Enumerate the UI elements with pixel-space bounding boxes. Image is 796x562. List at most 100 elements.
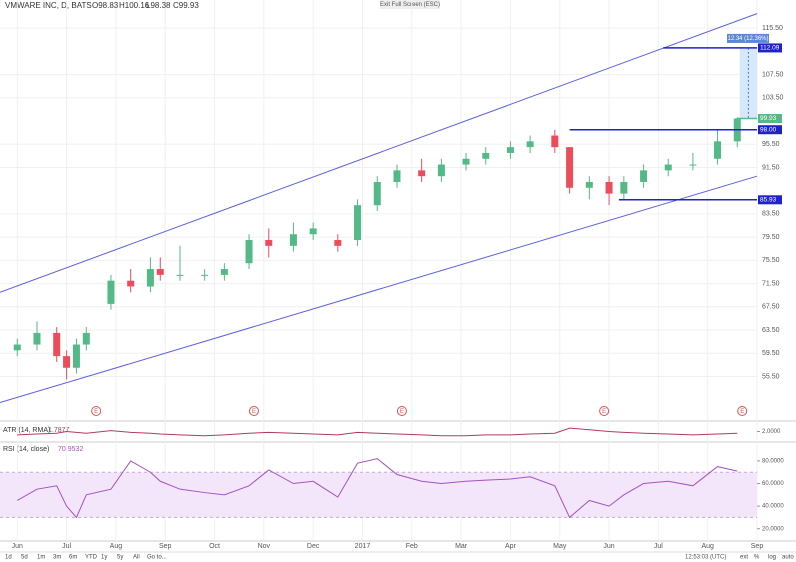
candle-body bbox=[506, 147, 514, 153]
x-tick-label: Oct bbox=[209, 543, 220, 550]
exit-button[interactable] bbox=[380, 0, 440, 9]
candle-body bbox=[289, 234, 297, 246]
candle-body bbox=[437, 164, 445, 177]
forecast-label-bg bbox=[727, 33, 769, 43]
candle-body bbox=[63, 356, 71, 368]
candle-body bbox=[33, 332, 41, 345]
y-tick-label: 91.50 bbox=[762, 164, 780, 171]
candle-body bbox=[462, 158, 470, 165]
range-button[interactable]: 6m bbox=[69, 555, 77, 561]
x-tick-label: May bbox=[553, 543, 567, 550]
x-tick-label: Jun bbox=[12, 543, 23, 550]
price-marker-label: 112.09 bbox=[760, 45, 780, 52]
earnings-marker bbox=[91, 406, 102, 416]
earnings-icon: E bbox=[252, 409, 256, 415]
indicator-line bbox=[17, 458, 738, 519]
earnings-marker bbox=[248, 406, 259, 416]
trendline bbox=[0, 175, 758, 404]
scale-option[interactable]: % bbox=[754, 555, 760, 561]
price-marker-label: 98.00 bbox=[760, 126, 777, 133]
candle-body bbox=[201, 274, 209, 276]
candle-body bbox=[53, 332, 61, 357]
candle-body bbox=[714, 141, 722, 159]
rsi-title: RSI (14, close) bbox=[3, 446, 49, 453]
y-tick-label: 79.50 bbox=[762, 234, 780, 241]
ohlc-legend: L98.38 bbox=[146, 1, 171, 10]
price-marker-label: 85.93 bbox=[760, 197, 777, 204]
x-tick-label: Nov bbox=[258, 543, 271, 550]
candle-body bbox=[585, 181, 593, 188]
earnings-marker bbox=[737, 406, 748, 416]
price-marker-label: 99.93 bbox=[760, 115, 777, 122]
y-tick-label: 95.50 bbox=[762, 141, 780, 148]
candle-body bbox=[245, 240, 253, 264]
y-tick-label: 71.50 bbox=[762, 280, 780, 287]
x-tick-label: Dec bbox=[307, 543, 320, 550]
price-marker bbox=[758, 43, 782, 53]
rsi-band bbox=[0, 472, 757, 518]
candle-body bbox=[156, 269, 164, 275]
candle-body bbox=[640, 170, 648, 182]
range-button[interactable]: 1d bbox=[5, 555, 12, 561]
price-marker bbox=[758, 195, 782, 205]
candle-body bbox=[551, 135, 559, 148]
ohlc-legend: C99.93 bbox=[173, 1, 199, 10]
chart-title: VMWARE INC, D, BATS bbox=[5, 1, 92, 10]
range-button[interactable]: 1m bbox=[37, 555, 45, 561]
range-button[interactable]: YTD bbox=[85, 555, 98, 561]
candle-body bbox=[393, 170, 401, 182]
trendline bbox=[0, 13, 758, 293]
x-tick-label: Sep bbox=[159, 543, 172, 550]
x-tick-label: Mar bbox=[455, 543, 468, 550]
ohlc-legend: H100.16 bbox=[119, 1, 150, 10]
x-tick-label: Apr bbox=[505, 543, 517, 550]
candle-body bbox=[566, 147, 574, 188]
candle-body bbox=[334, 240, 342, 246]
candle-body bbox=[354, 205, 362, 241]
y-tick-label: 107.50 bbox=[762, 71, 784, 78]
range-button[interactable]: 3m bbox=[53, 555, 61, 561]
range-button[interactable]: Go to... bbox=[147, 555, 167, 561]
y-tick-label: 103.50 bbox=[762, 95, 784, 102]
x-tick-label: Jul bbox=[654, 543, 663, 550]
earnings-icon: E bbox=[602, 409, 606, 415]
earnings-icon: E bbox=[740, 409, 744, 415]
candle-body bbox=[526, 141, 534, 148]
y-tick-label: 67.50 bbox=[762, 304, 780, 311]
range-button[interactable]: 5y bbox=[117, 555, 123, 561]
candle-body bbox=[620, 181, 628, 194]
earnings-icon: E bbox=[94, 409, 98, 415]
candle-body bbox=[82, 332, 90, 345]
candle-body bbox=[373, 181, 381, 206]
x-tick-label: Sep bbox=[751, 543, 764, 550]
y-tick-label: 63.50 bbox=[762, 327, 780, 334]
range-button[interactable]: 1y bbox=[101, 555, 107, 561]
y-tick-label: 59.50 bbox=[762, 350, 780, 357]
scale-option[interactable]: log bbox=[768, 555, 776, 561]
clock: 12:53:03 (UTC) bbox=[685, 555, 726, 561]
price-marker bbox=[758, 114, 782, 124]
y-tick-label: 115.50 bbox=[762, 25, 783, 32]
atr-value: 1.7877 bbox=[48, 427, 70, 434]
candle-body bbox=[107, 280, 115, 304]
earnings-marker bbox=[396, 406, 407, 416]
scale-option[interactable]: ext bbox=[740, 555, 748, 561]
candle-body bbox=[418, 170, 426, 177]
range-button[interactable]: All bbox=[133, 555, 140, 561]
x-tick-label: Aug bbox=[110, 543, 123, 550]
y-tick-label: 40.0000 bbox=[762, 504, 784, 510]
x-tick-label: Jul bbox=[62, 543, 71, 550]
price-marker bbox=[758, 125, 782, 135]
scale-option[interactable]: auto bbox=[782, 555, 794, 561]
y-tick-label: 60.0000 bbox=[762, 481, 784, 487]
range-button[interactable]: 5d bbox=[21, 555, 28, 561]
y-tick-label: 55.50 bbox=[762, 373, 780, 380]
y-tick-label: 2.0000 bbox=[762, 429, 781, 435]
exit-fullscreen[interactable]: Exit Full Screen (ESC) bbox=[380, 2, 440, 8]
atr-title: ATR (14, RMA) bbox=[3, 427, 50, 434]
candle-body bbox=[127, 280, 135, 287]
candle-body bbox=[309, 228, 317, 235]
forecast-label: 12.34 (12.36%) bbox=[727, 36, 768, 42]
indicator-line bbox=[17, 427, 738, 437]
candle-body bbox=[220, 269, 228, 275]
